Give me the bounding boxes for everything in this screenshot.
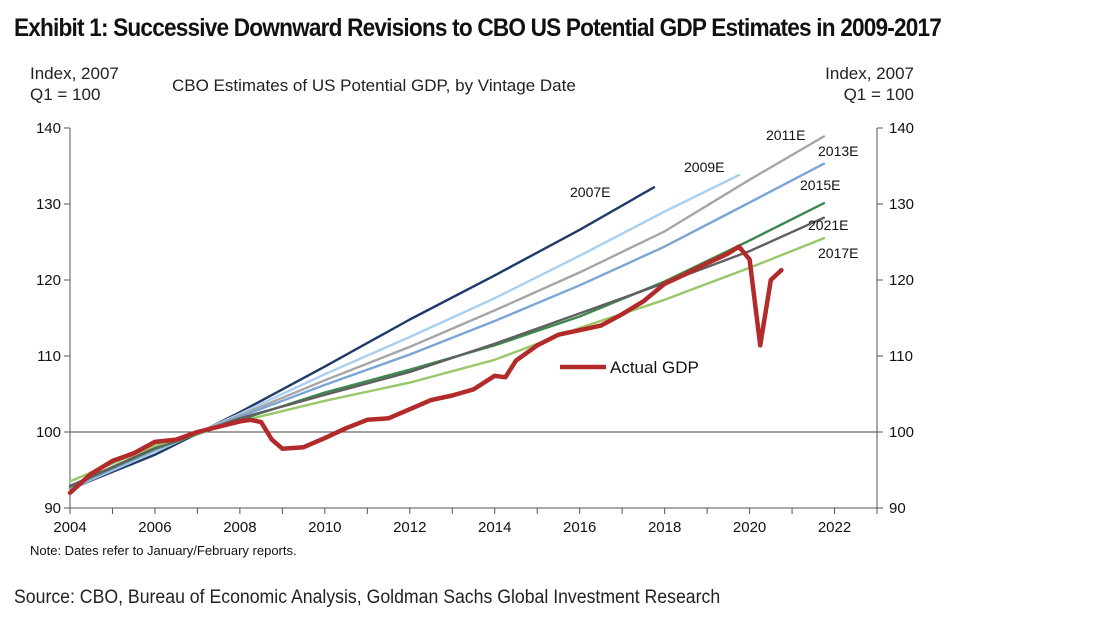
y-tick-label-right: 100 (889, 424, 914, 441)
x-tick-label: 2010 (308, 519, 341, 536)
y-tick-label-right: 110 (889, 348, 913, 365)
series-label-2011e: 2011E (766, 127, 805, 143)
series-label-2007e: 2007E (570, 184, 610, 200)
series-label-2017e: 2017E (818, 245, 858, 261)
series-line-2007e (68, 186, 656, 491)
series-label-2013e: 2013E (818, 143, 858, 159)
series-line-actual-gdp (67, 244, 784, 496)
y-tick-label-left: 120 (36, 272, 61, 289)
left-axis-unit-label: Index, 2007 Q1 = 100 (30, 64, 119, 104)
x-tick-label: 2008 (223, 519, 256, 536)
y-tick-label-left: 140 (36, 120, 61, 137)
x-tick-label: 2022 (818, 519, 851, 536)
y-tick-label-left: 130 (36, 196, 61, 213)
series-line-2015e (68, 201, 826, 488)
chart-title: CBO Estimates of US Potential GDP, by Vi… (172, 76, 576, 95)
y-tick-label-right: 120 (889, 272, 914, 289)
y-tick-label-right: 90 (889, 500, 906, 517)
y-tick-label-right: 140 (889, 120, 914, 137)
right-axis-unit-label: Index, 2007 Q1 = 100 (825, 64, 914, 104)
y-tick-label-right: 130 (889, 196, 914, 213)
x-tick-label: 2016 (563, 519, 596, 536)
series-label-2015e: 2015E (800, 177, 840, 193)
y-tick-label-left: 90 (44, 500, 61, 517)
legend-label-actual-gdp: Actual GDP (610, 358, 699, 377)
x-tick-label: 2012 (393, 519, 426, 536)
x-tick-label: 2020 (733, 519, 766, 536)
exhibit-title: Exhibit 1: Successive Downward Revisions… (14, 14, 942, 42)
chart-note: Note: Dates refer to January/February re… (30, 543, 297, 558)
x-tick-label: 2018 (648, 519, 681, 536)
y-tick-label-left: 110 (37, 348, 61, 365)
source-line: Source: CBO, Bureau of Economic Analysis… (14, 587, 721, 608)
x-tick-label: 2006 (138, 519, 171, 536)
series-label-2021e: 2021E (808, 217, 848, 233)
x-tick-label: 2014 (478, 519, 511, 536)
series-label-2009e: 2009E (684, 159, 724, 175)
x-tick-label: 2004 (53, 519, 86, 536)
y-tick-label-left: 100 (36, 424, 61, 441)
